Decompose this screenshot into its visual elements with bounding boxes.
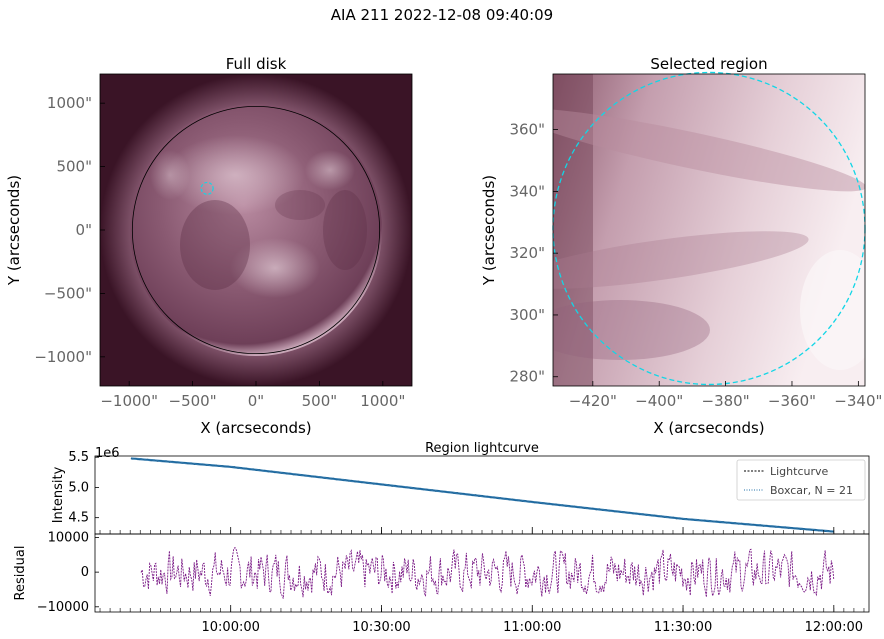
solar-limb: [131, 105, 381, 355]
selected-region-xtick-label: −420": [569, 392, 617, 410]
full-disk-xlabel: X (arcseconds): [200, 419, 311, 437]
selected-region-ytick-label: 360": [509, 121, 545, 139]
full-disk-xtick-label: 500": [302, 392, 338, 410]
residual-xtick-label: 11:30:00: [654, 620, 712, 635]
full-disk-xtick-label: −1000": [100, 392, 158, 410]
lightcurve-plot: [130, 457, 835, 533]
selected-region-image: [553, 74, 865, 386]
lightcurve-ticks: 5.5 5.0 4.5: [68, 450, 865, 534]
residual-line: [140, 546, 835, 599]
residual-panel: 10000 0 −10000 10:00:00 10:30:00 11:00:00 11:3…: [13, 530, 870, 635]
selected-region-panel: Selected region −420" −400" −380" −360" −340…: [480, 55, 882, 437]
lightcurve-legend: Lightcurve Boxcar, N = 21: [736, 459, 866, 501]
selected-region-ytick-label: 320": [509, 244, 545, 262]
lightcurve-ylabel: Intensity: [51, 466, 66, 523]
selected-region-frame: [552, 73, 866, 387]
full-disk-ytick-label: 1000": [47, 94, 92, 112]
residual-ytick-label: −10000: [37, 600, 89, 615]
legend-boxcar: Boxcar, N = 21: [770, 484, 853, 497]
residual-frame: [94, 533, 870, 613]
full-disk-xtick-label: 0": [248, 392, 264, 410]
full-disk-ticks: −1000" −500" 0" 500" 1000" 1000" 500" 0" −500" −1…: [34, 94, 405, 410]
selected-region-ytick-label: 340": [509, 182, 545, 200]
selected-region-ylabel: Y (arcseconds): [480, 175, 498, 286]
lightcurve-title: Region lightcurve: [425, 441, 539, 456]
residual-ticks: 10000 0 −10000 10:00:00 10:30:00 11:00:00 11:3…: [37, 530, 865, 635]
selected-region-ytick-label: 300": [509, 306, 545, 324]
residual-xtick-label: 12:00:00: [805, 620, 863, 635]
lightcurve-panel: Region lightcurve 1e6 5.5 5.0 4.5 Intensit…: [51, 441, 870, 535]
full-disk-ylabel: Y (arcseconds): [5, 175, 23, 286]
residual-ytick-label: 0: [81, 565, 89, 580]
residual-xtick-label: 10:30:00: [352, 620, 410, 635]
selected-region-xtick-label: −340": [834, 392, 882, 410]
residual-xtick-label: 10:00:00: [202, 620, 260, 635]
lightcurve-offset-label: 1e6: [95, 446, 120, 461]
residual-ytick-label: 10000: [48, 530, 89, 545]
full-disk-ytick-label: 0": [76, 221, 92, 239]
lightcurve-ytick-label: 4.5: [68, 511, 89, 526]
full-disk-xtick-label: 1000": [360, 392, 405, 410]
selected-region-ytick-label: 280": [509, 368, 545, 386]
full-disk-xtick-label: −500": [169, 392, 217, 410]
selected-region-ticks: −420" −400" −380" −360" −340" 360" 340" 320" 300…: [509, 121, 882, 410]
residual-ylabel: Residual: [13, 546, 28, 601]
figure-title: AIA 211 2022-12-08 09:40:09: [331, 6, 553, 24]
selected-region-xtick-label: −400": [635, 392, 683, 410]
residual-plot: [140, 546, 835, 599]
boxcar-line: [130, 457, 834, 533]
full-disk-ytick-label: −1000": [34, 348, 92, 366]
full-disk-ytick-label: 500": [56, 158, 92, 176]
full-disk-image: [130, 104, 382, 356]
lightcurve-ytick-label: 5.0: [68, 480, 89, 495]
residual-xtick-label: 11:00:00: [503, 620, 561, 635]
full-disk-panel: Full disk −1000" −500" 0" 500" 1000" 1000" 500…: [5, 55, 413, 437]
selected-region-xtick-label: −380": [702, 392, 750, 410]
full-disk-title: Full disk: [226, 55, 287, 73]
legend-lightcurve: Lightcurve: [770, 465, 829, 478]
selected-region-xlabel: X (arcseconds): [653, 419, 764, 437]
full-disk-ytick-label: −500": [44, 284, 92, 302]
selected-region-title: Selected region: [650, 55, 767, 73]
selected-region-xtick-label: −360": [768, 392, 816, 410]
lightcurve-ytick-label: 5.5: [68, 450, 89, 465]
selected-region-marker: [200, 181, 214, 195]
